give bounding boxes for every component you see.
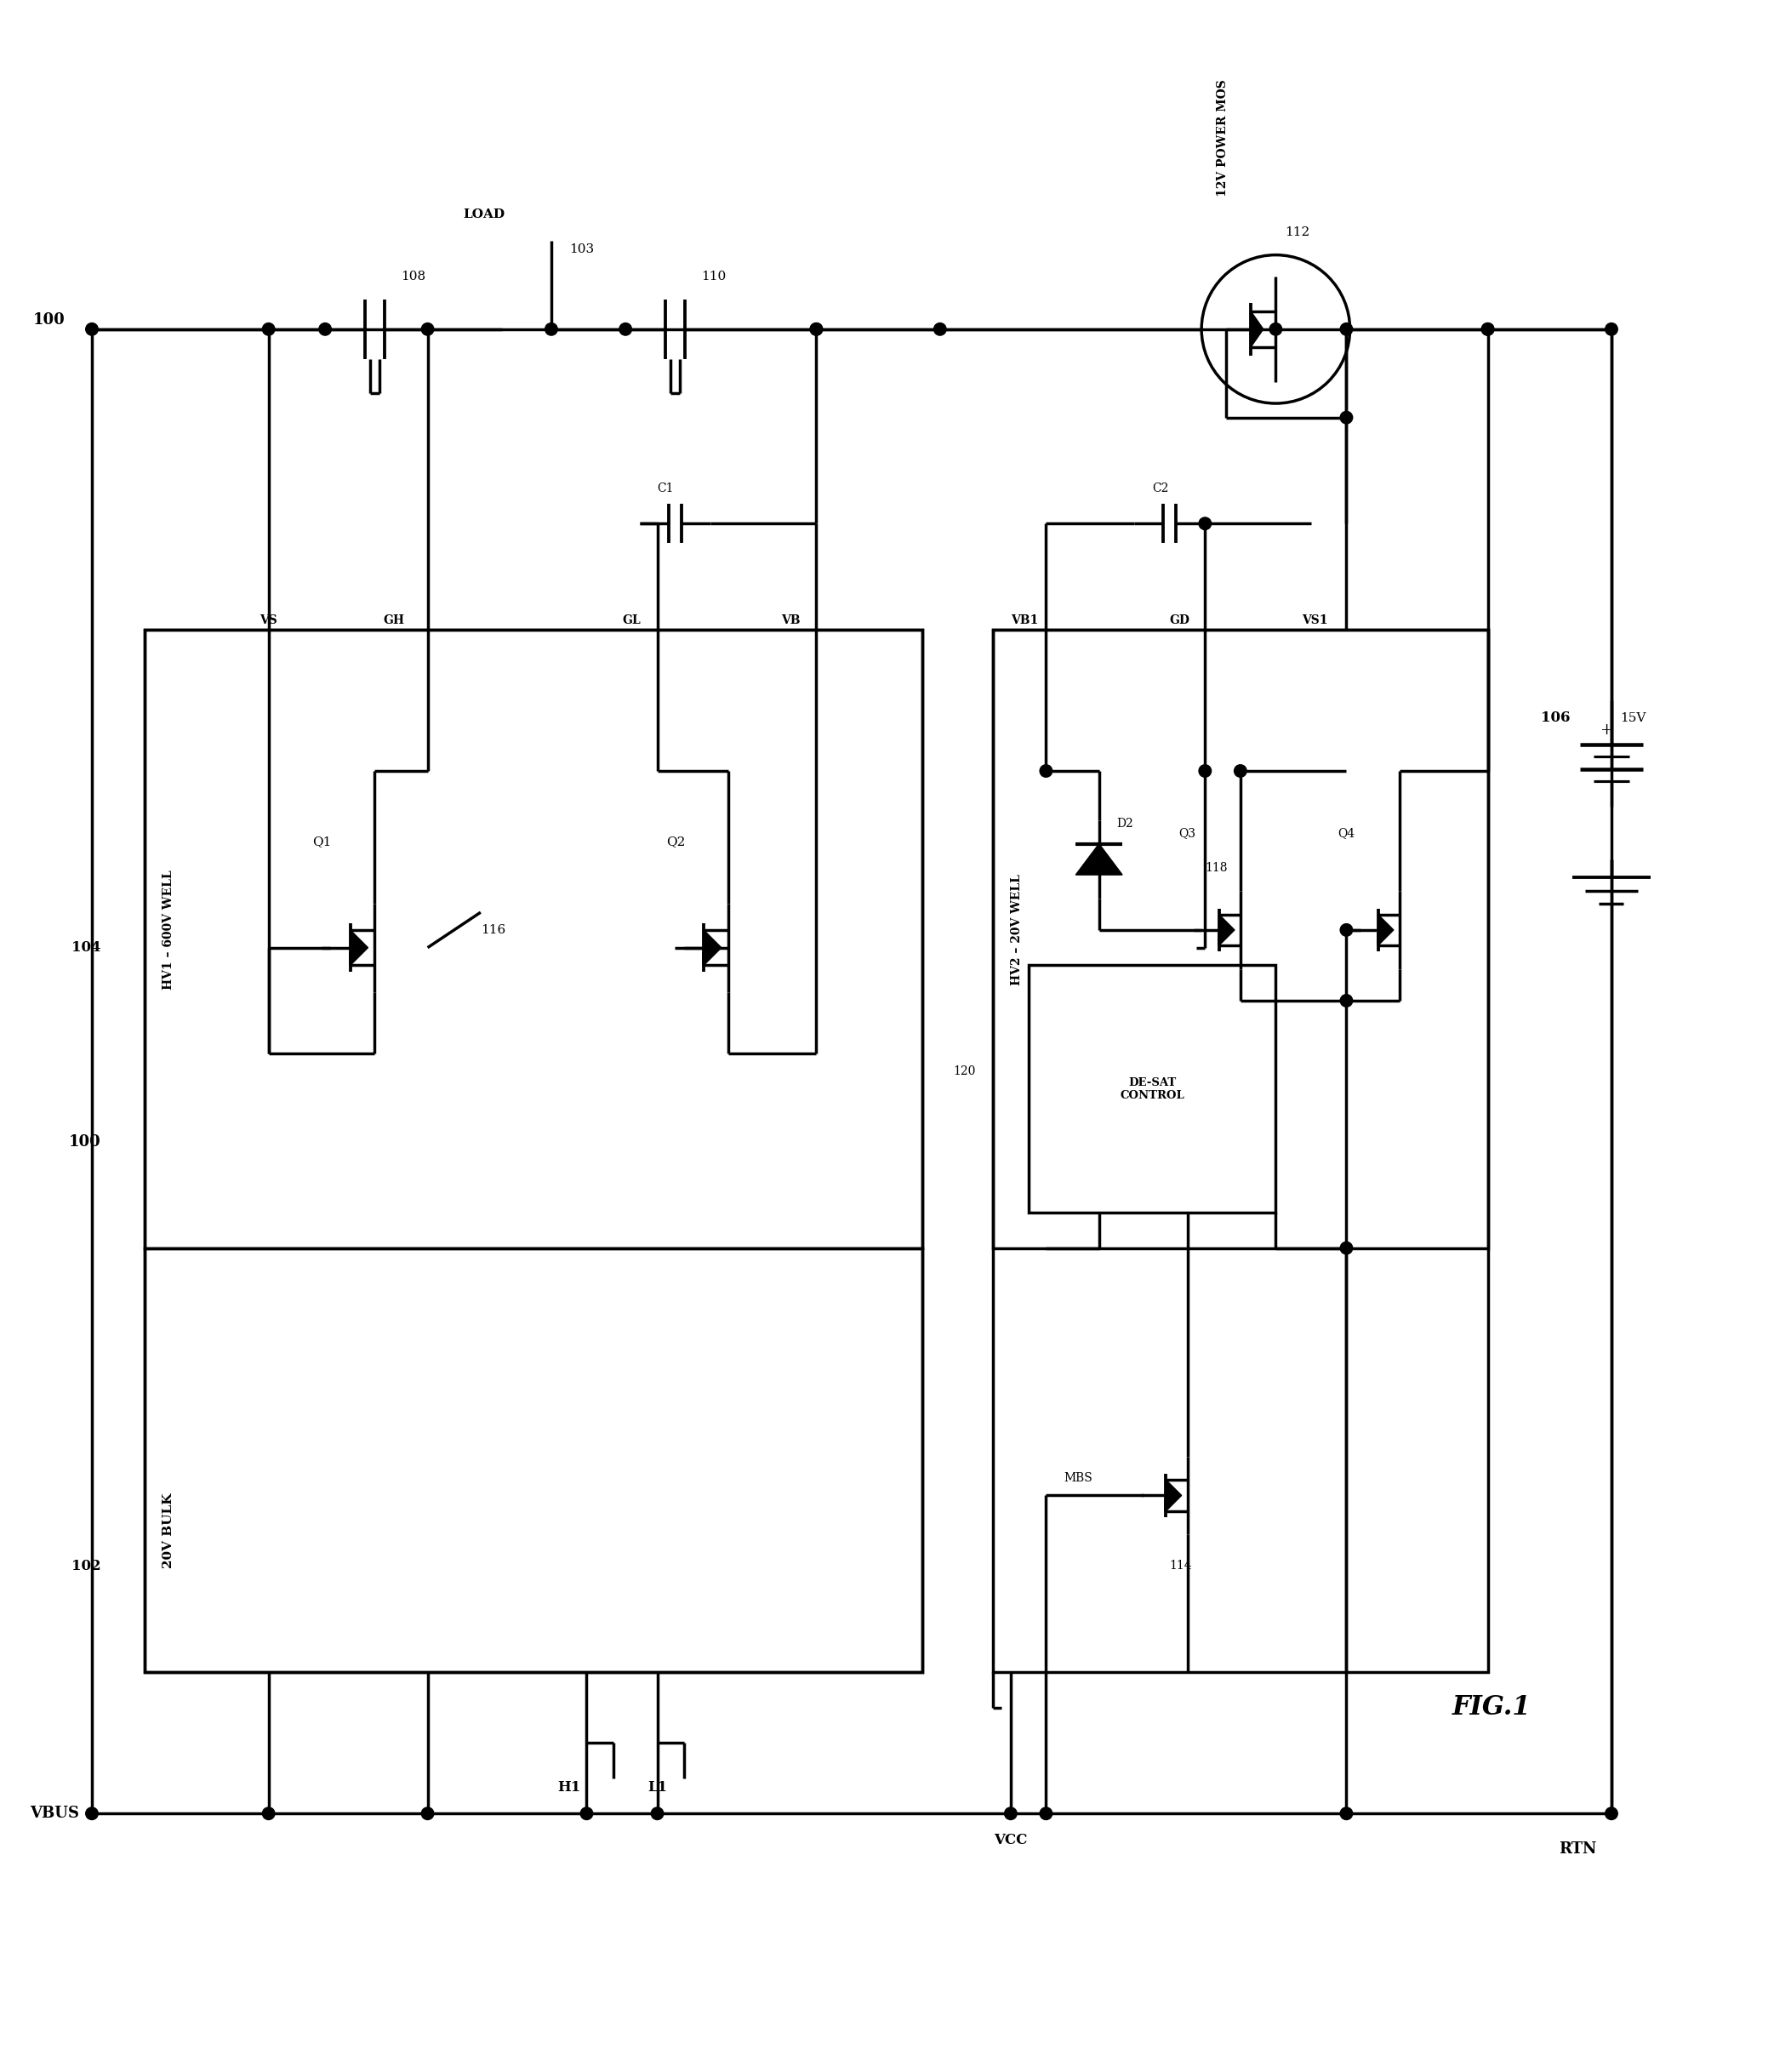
Circle shape [1339, 924, 1352, 937]
Circle shape [1339, 412, 1352, 423]
Text: 102: 102 [71, 1558, 101, 1573]
Text: 106: 106 [1542, 711, 1570, 725]
Text: 114: 114 [1169, 1560, 1192, 1573]
Text: C1: C1 [658, 483, 674, 493]
Bar [145, 630, 922, 1247]
Text: 104: 104 [71, 941, 101, 955]
Circle shape [1040, 1807, 1052, 1819]
Circle shape [85, 1807, 98, 1819]
Text: 100: 100 [69, 1133, 101, 1150]
Circle shape [1040, 765, 1052, 777]
Polygon shape [1166, 1479, 1181, 1510]
Text: 120: 120 [953, 1065, 976, 1077]
Text: 20V BULK: 20V BULK [163, 1494, 174, 1569]
Text: Q2: Q2 [665, 835, 685, 847]
Text: VS1: VS1 [1302, 615, 1329, 626]
Bar [993, 630, 1488, 1672]
Circle shape [619, 323, 632, 336]
Text: 112: 112 [1284, 226, 1309, 238]
Text: H1: H1 [557, 1780, 580, 1794]
Text: Q3: Q3 [1178, 827, 1196, 839]
Polygon shape [1219, 914, 1235, 945]
Circle shape [811, 323, 823, 336]
Text: Q1: Q1 [312, 835, 332, 847]
Text: DE-SAT
CONTROL: DE-SAT CONTROL [1119, 1077, 1185, 1100]
Circle shape [1270, 323, 1283, 336]
Text: 103: 103 [569, 244, 594, 255]
Text: 108: 108 [401, 269, 426, 282]
Circle shape [1199, 765, 1212, 777]
Bar [993, 630, 1488, 1247]
Text: L1: L1 [648, 1780, 667, 1794]
Text: VCC: VCC [993, 1834, 1027, 1848]
Text: VB: VB [781, 615, 800, 626]
Circle shape [1339, 323, 1352, 336]
Circle shape [1481, 323, 1494, 336]
Circle shape [1004, 1807, 1017, 1819]
Text: 15V: 15V [1620, 713, 1646, 723]
Circle shape [263, 323, 275, 336]
Text: MBS: MBS [1064, 1471, 1093, 1484]
Circle shape [1605, 323, 1618, 336]
Circle shape [1481, 323, 1494, 336]
Text: RTN: RTN [1558, 1842, 1597, 1857]
Circle shape [933, 323, 946, 336]
Bar [145, 630, 922, 1672]
Text: VBUS: VBUS [30, 1807, 80, 1821]
Text: VB1: VB1 [1011, 615, 1038, 626]
Circle shape [263, 1807, 275, 1819]
Text: 118: 118 [1205, 862, 1228, 874]
Circle shape [1605, 1807, 1618, 1819]
Circle shape [422, 323, 435, 336]
Text: GD: GD [1169, 615, 1190, 626]
Text: GH: GH [383, 615, 404, 626]
Text: C2: C2 [1151, 483, 1169, 493]
Text: GL: GL [623, 615, 640, 626]
Bar [1029, 966, 1276, 1212]
Circle shape [1339, 1807, 1352, 1819]
Text: 100: 100 [34, 313, 66, 327]
Polygon shape [704, 930, 722, 966]
Circle shape [811, 323, 823, 336]
Polygon shape [1378, 914, 1394, 945]
Text: FIG.1: FIG.1 [1453, 1695, 1531, 1720]
Circle shape [422, 1807, 435, 1819]
Text: 116: 116 [481, 924, 506, 937]
Circle shape [85, 323, 98, 336]
Circle shape [1199, 518, 1212, 530]
Text: 12V POWER MOS: 12V POWER MOS [1217, 79, 1229, 197]
Text: LOAD: LOAD [463, 209, 506, 220]
Text: VS: VS [259, 615, 277, 626]
Circle shape [545, 323, 557, 336]
Circle shape [651, 1807, 663, 1819]
Text: 110: 110 [701, 269, 726, 282]
Text: HV1 – 600V WELL: HV1 – 600V WELL [163, 870, 174, 990]
Circle shape [1339, 995, 1352, 1007]
Circle shape [319, 323, 332, 336]
Polygon shape [349, 930, 367, 966]
Bar [145, 1247, 922, 1672]
Circle shape [580, 1807, 593, 1819]
Text: HV2 – 20V WELL: HV2 – 20V WELL [1011, 874, 1022, 986]
Polygon shape [1075, 843, 1123, 874]
Polygon shape [1251, 311, 1263, 346]
Text: +: + [1600, 723, 1613, 738]
Text: Q4: Q4 [1338, 827, 1355, 839]
Circle shape [1235, 765, 1247, 777]
Text: D2: D2 [1116, 818, 1134, 831]
Circle shape [1339, 1241, 1352, 1254]
